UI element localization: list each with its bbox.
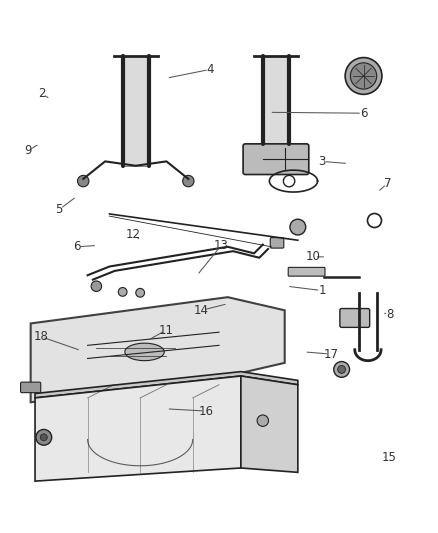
Ellipse shape — [125, 343, 164, 361]
Text: 1: 1 — [318, 284, 326, 297]
Circle shape — [283, 175, 295, 187]
Polygon shape — [35, 372, 298, 398]
Text: 3: 3 — [318, 155, 325, 168]
FancyBboxPatch shape — [21, 382, 41, 393]
Text: 8: 8 — [386, 308, 393, 321]
Text: 11: 11 — [159, 324, 174, 336]
Text: 16: 16 — [198, 405, 213, 417]
Text: 15: 15 — [381, 450, 396, 464]
Text: 6: 6 — [360, 107, 367, 120]
Circle shape — [91, 281, 102, 292]
Text: 9: 9 — [25, 144, 32, 157]
Text: 14: 14 — [194, 304, 209, 317]
FancyBboxPatch shape — [288, 268, 325, 276]
Polygon shape — [263, 56, 289, 144]
Text: 2: 2 — [38, 87, 46, 100]
Circle shape — [334, 361, 350, 377]
FancyBboxPatch shape — [243, 144, 309, 174]
Circle shape — [257, 415, 268, 426]
Polygon shape — [35, 376, 241, 481]
Circle shape — [118, 287, 127, 296]
Circle shape — [40, 434, 47, 441]
FancyBboxPatch shape — [340, 309, 370, 327]
Circle shape — [338, 366, 346, 374]
FancyBboxPatch shape — [270, 238, 284, 248]
Polygon shape — [241, 376, 298, 472]
Circle shape — [36, 430, 52, 445]
Circle shape — [345, 58, 382, 94]
Polygon shape — [123, 56, 149, 166]
Text: 17: 17 — [323, 348, 338, 361]
Circle shape — [290, 219, 306, 235]
Circle shape — [183, 175, 194, 187]
Circle shape — [367, 214, 381, 228]
Circle shape — [350, 63, 377, 89]
Circle shape — [136, 288, 145, 297]
Text: 5: 5 — [56, 203, 63, 216]
Text: 4: 4 — [206, 63, 214, 76]
Circle shape — [78, 175, 89, 187]
Text: 13: 13 — [214, 239, 229, 252]
Text: 12: 12 — [126, 229, 141, 241]
Text: 7: 7 — [384, 177, 392, 190]
Text: 6: 6 — [73, 240, 81, 253]
Text: 10: 10 — [306, 251, 321, 263]
Polygon shape — [31, 297, 285, 402]
Text: 18: 18 — [33, 330, 48, 343]
